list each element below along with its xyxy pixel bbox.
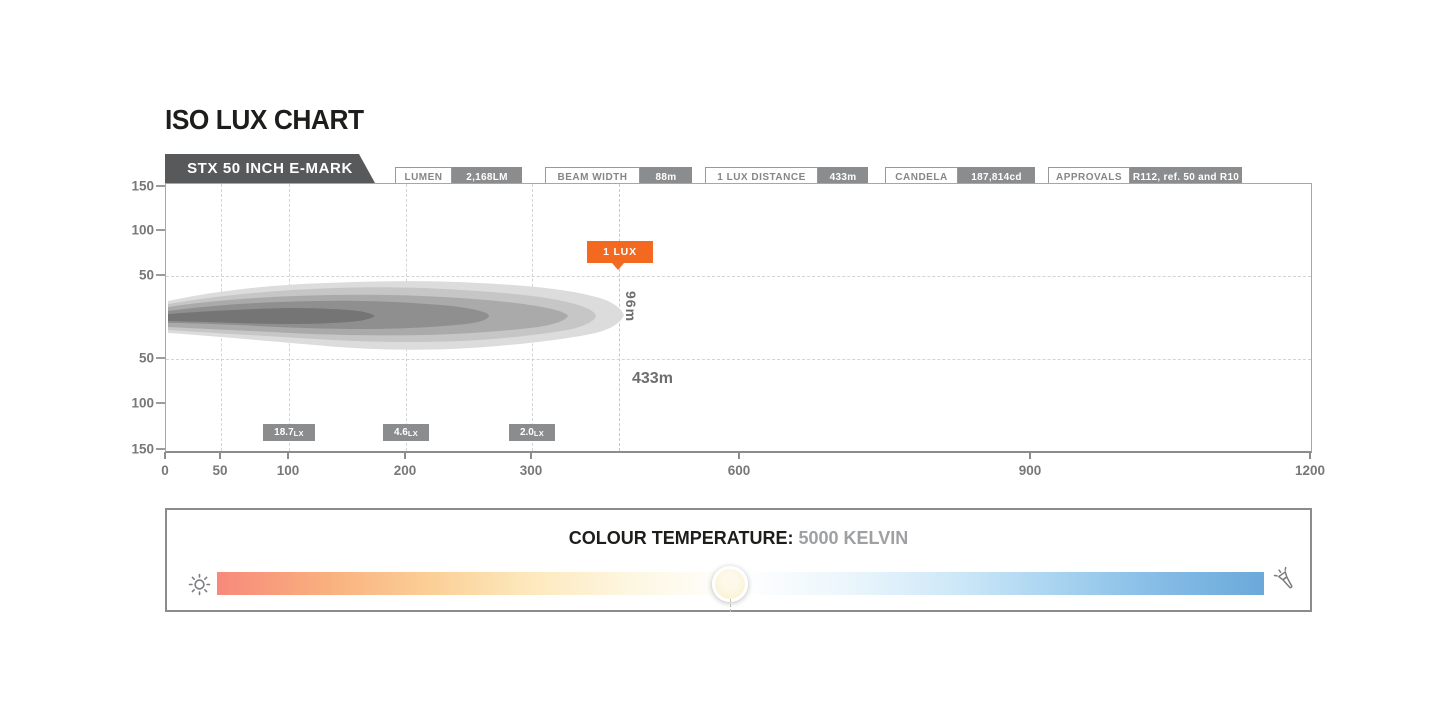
- beam-contour-core: [168, 308, 375, 324]
- beam-contours: [168, 281, 624, 350]
- y-tick-mark: [156, 274, 165, 276]
- spec-value: 433m: [818, 167, 868, 187]
- x-axis-label: 1200: [1294, 463, 1326, 478]
- lux-value: 18.7: [274, 427, 294, 438]
- beam-width-annotation: 96m: [623, 291, 639, 323]
- colour-temperature-title: COLOUR TEMPERATURE: 5000 KELVIN: [167, 528, 1310, 549]
- spec-badge-approvals: APPROVALS R112, ref. 50 and R10: [1048, 167, 1242, 187]
- gridline-y-minus50: [166, 359, 1311, 360]
- one-lux-flag-pointer-icon: [612, 263, 624, 270]
- kelvin-marker-tail: [730, 598, 732, 612]
- y-axis-label: 150: [131, 178, 154, 194]
- y-tick-mark: [156, 357, 165, 359]
- colour-temperature-title-label: COLOUR TEMPERATURE:: [568, 528, 794, 548]
- x-axis-label: 100: [276, 463, 300, 478]
- x-axis-label: 900: [1018, 463, 1042, 478]
- y-tick-mark: [156, 402, 165, 404]
- y-axis-label: 50: [138, 350, 154, 366]
- x-tick-mark: [530, 452, 532, 459]
- one-lux-flag-label: 1 LUX: [603, 246, 637, 258]
- spec-value: 88m: [640, 167, 692, 187]
- y-axis-label: 150: [131, 441, 154, 457]
- y-tick-mark: [156, 229, 165, 231]
- one-lux-flag: 1 LUX: [587, 241, 653, 270]
- x-tick-mark: [404, 452, 406, 459]
- colour-temperature-panel: COLOUR TEMPERATURE: 5000 KELVIN: [165, 508, 1312, 612]
- spec-badge-1-lux-distance: 1 LUX DISTANCE 433m: [705, 167, 868, 187]
- y-axis-label: 100: [131, 395, 154, 411]
- product-tab-label: STX 50 INCH E-MARK: [187, 160, 353, 177]
- x-tick-mark: [287, 452, 289, 459]
- spec-badge-candela: CANDELA 187,814cd: [885, 167, 1035, 187]
- spec-label: CANDELA: [885, 167, 958, 187]
- lux-marker-100m: 18.7 LX: [263, 424, 315, 441]
- x-tick-mark: [1309, 452, 1311, 459]
- x-tick-mark: [164, 452, 166, 459]
- colour-temperature-title-value: 5000 KELVIN: [798, 528, 909, 548]
- spec-value: 2,168LM: [452, 167, 522, 187]
- lux-unit: LX: [533, 429, 545, 438]
- x-axis-label: 600: [727, 463, 751, 478]
- lux-value: 4.6: [393, 427, 408, 438]
- lux-unit: LX: [293, 429, 304, 438]
- x-axis-label: 0: [161, 463, 169, 478]
- lux-marker-300m: 2.0 LX: [509, 424, 555, 441]
- flashlight-icon: [1273, 566, 1293, 589]
- y-axis-label: 100: [131, 222, 154, 238]
- gridline-y-plus50: [166, 276, 1311, 277]
- y-tick-mark: [156, 448, 165, 450]
- spec-badge-lumen: LUMEN 2,168LM: [395, 167, 522, 187]
- y-axis-label: 50: [138, 267, 154, 283]
- lux-marker-200m: 4.6 LX: [383, 424, 429, 441]
- x-axis-label: 300: [519, 463, 543, 478]
- sun-icon: [188, 573, 211, 596]
- lux-value: 2.0: [519, 427, 534, 438]
- x-tick-mark: [1029, 452, 1031, 459]
- spec-value: R112, ref. 50 and R10: [1130, 167, 1242, 187]
- temperature-gradient-bar: [217, 565, 1264, 612]
- x-axis-label: 50: [212, 463, 228, 478]
- page-title: ISO LUX CHART: [165, 104, 364, 135]
- product-tab: STX 50 INCH E-MARK: [165, 154, 375, 183]
- spec-value: 187,814cd: [958, 167, 1035, 187]
- lux-unit: LX: [407, 429, 419, 438]
- max-distance-annotation: 433m: [632, 370, 673, 387]
- iso-lux-plot: 1 LUX 96m 433m 18.7 LX 4.6 LX 2.0 LX: [165, 183, 1312, 453]
- x-tick-mark: [738, 452, 740, 459]
- x-tick-mark: [219, 452, 221, 459]
- kelvin-marker: [712, 565, 749, 612]
- spec-badge-beam-width: BEAM WIDTH 88m: [545, 167, 692, 187]
- x-axis-label: 200: [393, 463, 417, 478]
- y-tick-mark: [156, 185, 165, 187]
